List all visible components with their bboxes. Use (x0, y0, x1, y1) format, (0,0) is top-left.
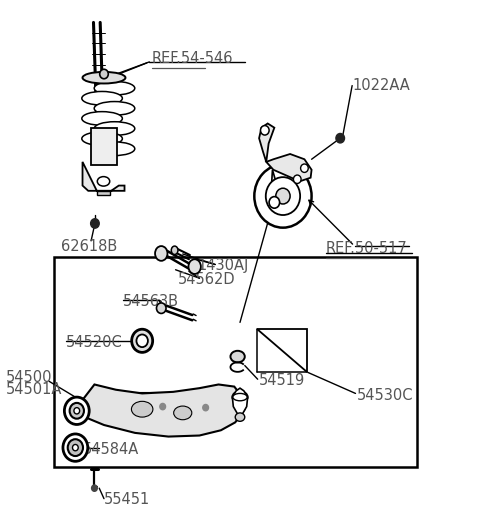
Ellipse shape (269, 197, 280, 208)
Polygon shape (91, 127, 117, 165)
Polygon shape (75, 385, 245, 436)
Ellipse shape (82, 112, 122, 125)
Ellipse shape (74, 408, 80, 414)
Ellipse shape (82, 132, 122, 145)
Ellipse shape (232, 391, 248, 403)
Text: 1430AJ: 1430AJ (197, 258, 249, 273)
Polygon shape (257, 329, 307, 372)
Polygon shape (97, 191, 110, 195)
Ellipse shape (230, 351, 245, 362)
Ellipse shape (94, 142, 135, 156)
Polygon shape (259, 123, 275, 162)
Text: 54530C: 54530C (357, 388, 413, 403)
Text: REF.54-546: REF.54-546 (152, 51, 233, 66)
Ellipse shape (82, 92, 122, 105)
Ellipse shape (97, 177, 110, 186)
Ellipse shape (171, 246, 178, 254)
Polygon shape (266, 154, 312, 181)
Ellipse shape (72, 444, 78, 451)
Ellipse shape (70, 403, 84, 418)
Text: 55451: 55451 (104, 491, 150, 507)
Circle shape (203, 405, 208, 411)
Ellipse shape (83, 72, 125, 84)
Polygon shape (83, 162, 124, 191)
Ellipse shape (266, 177, 300, 215)
Polygon shape (271, 170, 279, 203)
Ellipse shape (155, 246, 168, 261)
Text: 54519: 54519 (259, 373, 305, 388)
Polygon shape (232, 388, 248, 418)
Text: 54584A: 54584A (83, 442, 139, 457)
Text: 54563B: 54563B (123, 294, 179, 309)
Circle shape (336, 133, 345, 143)
Ellipse shape (189, 259, 201, 274)
Ellipse shape (64, 397, 89, 424)
Ellipse shape (100, 69, 108, 79)
Ellipse shape (136, 334, 148, 347)
Text: REF.50-517: REF.50-517 (326, 241, 408, 256)
Text: 54562D: 54562D (178, 272, 236, 287)
Ellipse shape (233, 394, 247, 401)
Bar (54, 257, 417, 467)
Ellipse shape (94, 102, 135, 115)
Text: 62618B: 62618B (61, 239, 117, 253)
Ellipse shape (63, 434, 88, 461)
Text: 54500: 54500 (6, 370, 53, 385)
Ellipse shape (94, 81, 135, 95)
Ellipse shape (254, 165, 312, 227)
Text: 1022AA: 1022AA (352, 78, 410, 93)
Ellipse shape (132, 402, 153, 417)
Text: 54501A: 54501A (6, 382, 62, 397)
Ellipse shape (300, 164, 308, 172)
Ellipse shape (293, 175, 301, 184)
Circle shape (160, 404, 166, 410)
Ellipse shape (174, 406, 192, 419)
Ellipse shape (132, 329, 153, 352)
Ellipse shape (68, 439, 83, 456)
Ellipse shape (94, 122, 135, 135)
Ellipse shape (235, 413, 245, 421)
Ellipse shape (261, 125, 269, 135)
Ellipse shape (156, 303, 166, 314)
Ellipse shape (276, 188, 290, 204)
Circle shape (92, 485, 97, 491)
Text: 54520C: 54520C (66, 335, 122, 350)
Circle shape (91, 218, 99, 228)
